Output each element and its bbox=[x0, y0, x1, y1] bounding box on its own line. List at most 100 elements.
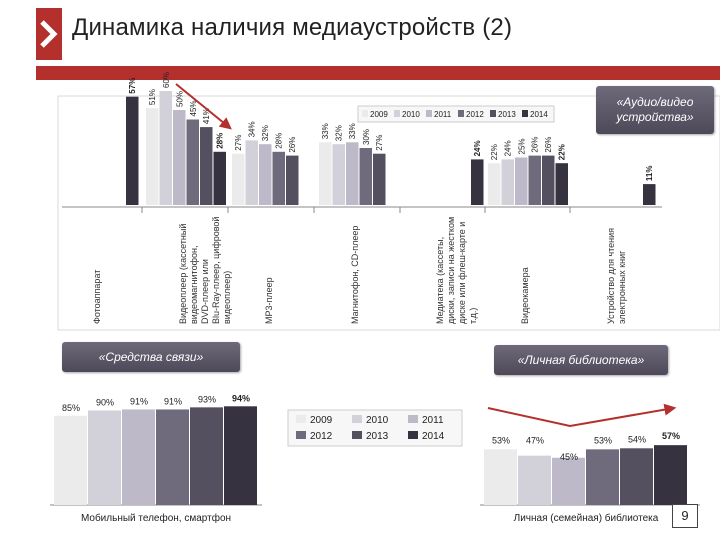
chart23-legend-swatch-2010 bbox=[352, 415, 362, 423]
chart1-category-label-2: MP3-плеер bbox=[264, 277, 274, 324]
chart1-bar-4-5 bbox=[471, 159, 484, 205]
chart23-legend-label-2012: 2012 bbox=[310, 431, 333, 442]
chart1-data-label-3-1: 32% bbox=[335, 125, 344, 141]
chart3-bar-2012 bbox=[586, 449, 619, 505]
chart1-data-label-3-4: 27% bbox=[375, 135, 384, 151]
chart1-data-label-5-0: 22% bbox=[490, 144, 499, 160]
chart1-bar-1-0 bbox=[146, 108, 159, 205]
chart1-legend-label-2011: 2011 bbox=[434, 110, 452, 119]
chart1-bar-6-5 bbox=[643, 184, 656, 205]
chart1-data-label-1-4: 41% bbox=[202, 108, 211, 124]
chart1-bar-5-5 bbox=[555, 163, 568, 205]
chart1-legend-swatch-2013 bbox=[490, 110, 496, 117]
chart1-bar-3-2 bbox=[346, 142, 359, 205]
chart3-data-label-2010: 47% bbox=[526, 436, 544, 446]
chart3-bar-2010 bbox=[518, 455, 551, 505]
chart1-data-label-4-5: 24% bbox=[473, 140, 482, 156]
chart1-bar-1-1 bbox=[159, 91, 172, 205]
chart1-bar-2-1 bbox=[245, 140, 258, 205]
chart1-bar-5-1 bbox=[501, 159, 514, 205]
chart23-legend-label-2010: 2010 bbox=[366, 415, 389, 426]
chart1-legend-label-2010: 2010 bbox=[402, 110, 420, 119]
chart1-data-label-1-2: 50% bbox=[175, 91, 184, 107]
chart1-bar-3-1 bbox=[332, 144, 345, 205]
chart1-data-label-2-1: 34% bbox=[248, 121, 257, 137]
chart2-bar-2014 bbox=[224, 406, 257, 505]
chart1-bar-2-2 bbox=[259, 144, 272, 205]
chart1-legend-box bbox=[357, 105, 555, 123]
chart3-bar-2013 bbox=[620, 448, 653, 505]
chart2-bar-2012 bbox=[156, 409, 189, 505]
chart2-category-label: Мобильный телефон, смартфон bbox=[81, 512, 231, 524]
chart2-data-label-2012: 91% bbox=[164, 396, 182, 406]
chart1-bar-3-3 bbox=[359, 148, 372, 205]
chart23-legend-label-2011: 2011 bbox=[422, 415, 444, 426]
chart1-bar-5-2 bbox=[515, 157, 528, 205]
chart1-data-label-1-0: 51% bbox=[148, 89, 157, 105]
page-title: Динамика наличия медиаустройств (2) bbox=[72, 14, 513, 41]
chart1-data-label-5-5: 22% bbox=[558, 144, 567, 160]
chart3-data-label-2012: 53% bbox=[594, 435, 612, 445]
callout-communication: «Средства связи» bbox=[62, 342, 240, 372]
chart1-category-label-0: Фотоаппарат bbox=[92, 270, 102, 324]
chart1-bar-3-0 bbox=[319, 142, 332, 205]
callout-audio-video: «Аудио/видео устройства» bbox=[596, 86, 714, 134]
callout-library: «Личная библиотека» bbox=[494, 345, 668, 375]
chart23-legend-box bbox=[287, 409, 463, 447]
chart1-legend-label-2014: 2014 bbox=[530, 110, 548, 119]
chevron-logo-icon bbox=[36, 8, 62, 60]
chart1-data-label-1-3: 45% bbox=[189, 100, 198, 116]
chart1-category-label-6: Устройство для чтенияэлектронных книг bbox=[606, 228, 627, 324]
chart3-trend-arrow bbox=[487, 403, 677, 428]
chart2-bar-2009 bbox=[54, 415, 87, 505]
chart3-data-label-2011: 45% bbox=[560, 452, 578, 462]
chart3-bar-2011 bbox=[552, 457, 585, 505]
chart1-legend-swatch-2012 bbox=[458, 110, 464, 117]
chart1-data-label-3-3: 30% bbox=[362, 129, 371, 145]
chart23-legend-swatch-2012 bbox=[296, 431, 306, 439]
header: Динамика наличия медиаустройств (2) bbox=[0, 0, 720, 66]
chart3-data-label-2009: 53% bbox=[492, 435, 510, 445]
chart1-bar-1-2 bbox=[173, 110, 186, 205]
chart1-legend-label-2009: 2009 bbox=[370, 110, 388, 119]
chart1-data-label-0-5: 57% bbox=[128, 78, 137, 94]
chart1-bar-5-3 bbox=[528, 155, 541, 205]
chart3-data-label-2014: 57% bbox=[662, 431, 680, 441]
chart1-data-label-2-0: 27% bbox=[234, 135, 243, 151]
chart3-category-label: Личная (семейная) библиотека bbox=[514, 512, 659, 524]
chart3-bar-2014 bbox=[654, 445, 687, 505]
chart1-category-label-1: Видеоплеер (кассетныйвидеомагнитофон,DVD… bbox=[178, 217, 232, 324]
chart1-data-label-5-3: 26% bbox=[531, 137, 540, 153]
chart1-legend-label-2013: 2013 bbox=[498, 110, 516, 119]
chart1-bar-1-5 bbox=[213, 151, 226, 205]
chart1-data-label-5-2: 25% bbox=[517, 138, 526, 154]
chart1-legend-swatch-2009 bbox=[362, 110, 368, 117]
chart3-data-label-2013: 54% bbox=[628, 434, 646, 444]
chart23-legend-label-2009: 2009 bbox=[310, 415, 333, 426]
chart1-bar-5-4 bbox=[542, 155, 555, 205]
chart1-category-label-5: Видеокамера bbox=[520, 267, 530, 324]
chart1-data-label-1-5: 28% bbox=[216, 133, 225, 149]
chart3-bar-2009 bbox=[484, 449, 517, 505]
chart2-data-label-2010: 90% bbox=[96, 398, 114, 408]
chart1-trend-arrow bbox=[175, 83, 232, 130]
chart1-legend-swatch-2011 bbox=[426, 110, 432, 117]
chart23-legend-swatch-2014 bbox=[408, 431, 418, 439]
chart1-bar-3-4 bbox=[373, 153, 386, 205]
chart1-bar-1-4 bbox=[200, 127, 213, 205]
chart23-legend-swatch-2013 bbox=[352, 431, 362, 439]
chart1-category-label-3: Магнитофон, CD-плеер bbox=[350, 226, 360, 324]
chart23-legend-swatch-2009 bbox=[296, 415, 306, 423]
chart1-bar-0-5 bbox=[126, 96, 139, 205]
chart1-data-label-3-2: 33% bbox=[348, 123, 357, 139]
chart2-data-label-2013: 93% bbox=[198, 394, 216, 404]
chart23-legend-label-2013: 2013 bbox=[366, 431, 389, 442]
chart1-data-label-2-2: 32% bbox=[261, 125, 270, 141]
chart1-bar-2-4 bbox=[286, 155, 299, 205]
chart2-bar-2010 bbox=[88, 410, 121, 505]
chart1-data-label-2-3: 28% bbox=[275, 133, 284, 149]
chart23-legend-label-2014: 2014 bbox=[422, 431, 445, 442]
chart2-data-label-2009: 85% bbox=[62, 403, 80, 413]
chart1-data-label-2-4: 26% bbox=[288, 137, 297, 153]
